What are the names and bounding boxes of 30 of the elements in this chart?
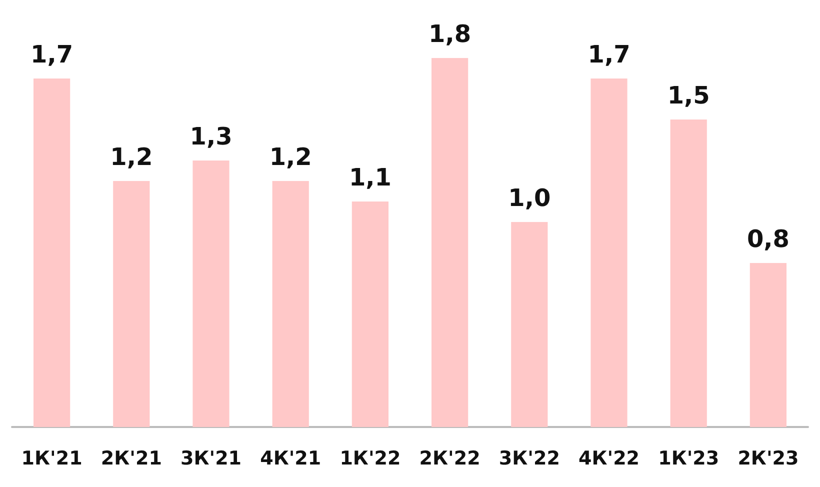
data-label: 1,5	[667, 82, 710, 110]
data-label: 1,2	[110, 143, 153, 171]
bar	[113, 181, 150, 427]
bar	[33, 78, 70, 427]
x-tick-label: 2К'23	[738, 448, 799, 470]
x-tick-label: 1К'23	[658, 448, 720, 470]
bar	[272, 181, 309, 427]
bar	[352, 202, 389, 427]
bar	[511, 222, 548, 427]
x-tick-label: 2К'21	[100, 448, 162, 470]
data-label: 1,7	[588, 40, 630, 68]
bar	[670, 120, 707, 427]
bar	[431, 58, 468, 427]
x-tick-label: 1К'21	[21, 448, 82, 470]
x-tick-label: 1К'22	[340, 448, 401, 470]
x-tick-label: 2К'22	[419, 448, 480, 470]
x-tick-label: 4К'22	[578, 448, 640, 470]
x-tick-label: 4К'21	[260, 448, 322, 470]
data-label: 1,2	[269, 143, 312, 171]
data-label: 1,8	[428, 20, 472, 48]
x-tick-label: 3К'22	[498, 448, 560, 470]
bar	[750, 263, 787, 427]
data-label: 1,1	[348, 164, 392, 192]
x-tick-label: 3К'21	[180, 448, 242, 470]
data-label: 1,0	[508, 184, 551, 212]
bar	[590, 78, 628, 427]
bar	[192, 160, 230, 427]
data-label: 1,3	[190, 122, 232, 150]
data-label: 1,7	[30, 40, 74, 68]
data-label: 0,8	[746, 225, 790, 253]
